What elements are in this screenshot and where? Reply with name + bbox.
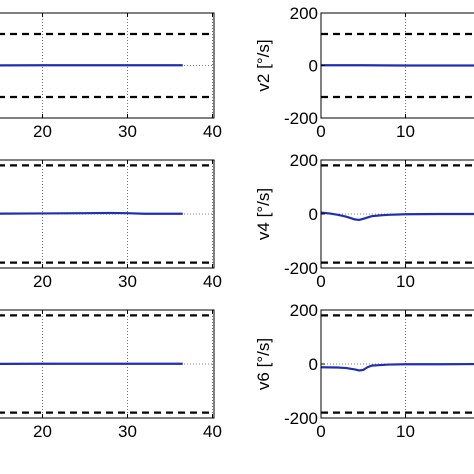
y-tick-label: -200 [284,109,318,128]
x-tick-label: 40 [203,122,222,141]
plot-area [321,160,474,268]
y-axis-label: v2 [°/s] [254,39,273,91]
x-tick-label: 0 [316,122,325,141]
y-tick-label: 0 [309,355,318,374]
y-tick-label: 200 [290,151,318,170]
y-tick-label: -200 [284,409,318,428]
axes-frame [0,12,215,119]
y-axis-label: v4 [°/s] [254,188,273,240]
plot-area [0,160,214,268]
x-tick-label: 20 [33,272,52,291]
series-line [321,362,474,372]
x-tick-label: 0 [316,272,325,291]
x-tick-label: 30 [118,422,137,441]
panel-left-top: 20 30 40 [0,12,222,141]
axes-frame [0,159,215,269]
series-line [0,211,183,215]
y-tick-label: 0 [309,57,318,76]
x-tick-label: 30 [118,272,137,291]
plot-area [321,310,474,418]
y-tick-label: 200 [290,4,318,23]
x-tick-label: 10 [396,272,415,291]
x-tick-label: 40 [203,272,222,291]
series-line [321,211,474,222]
y-axis-label: v6 [°/s] [254,338,273,390]
plot-area [0,13,214,118]
x-tick-label: 30 [118,122,137,141]
panel-left-bottom: 20 30 40 [0,309,222,441]
y-tick-label: 200 [290,301,318,320]
plot-area [0,310,214,418]
x-tick-label: 20 [33,422,52,441]
plot-area [321,13,474,118]
x-tick-label: 40 [203,422,222,441]
x-tick-label: 10 [396,122,415,141]
y-tick-label: 0 [309,205,318,224]
axes-frame [0,309,215,419]
panel-left-middle: 20 30 40 [0,159,222,291]
x-tick-label: 0 [316,422,325,441]
x-tick-label: 10 [396,422,415,441]
y-tick-label: -200 [284,259,318,278]
x-tick-label: 20 [33,122,52,141]
